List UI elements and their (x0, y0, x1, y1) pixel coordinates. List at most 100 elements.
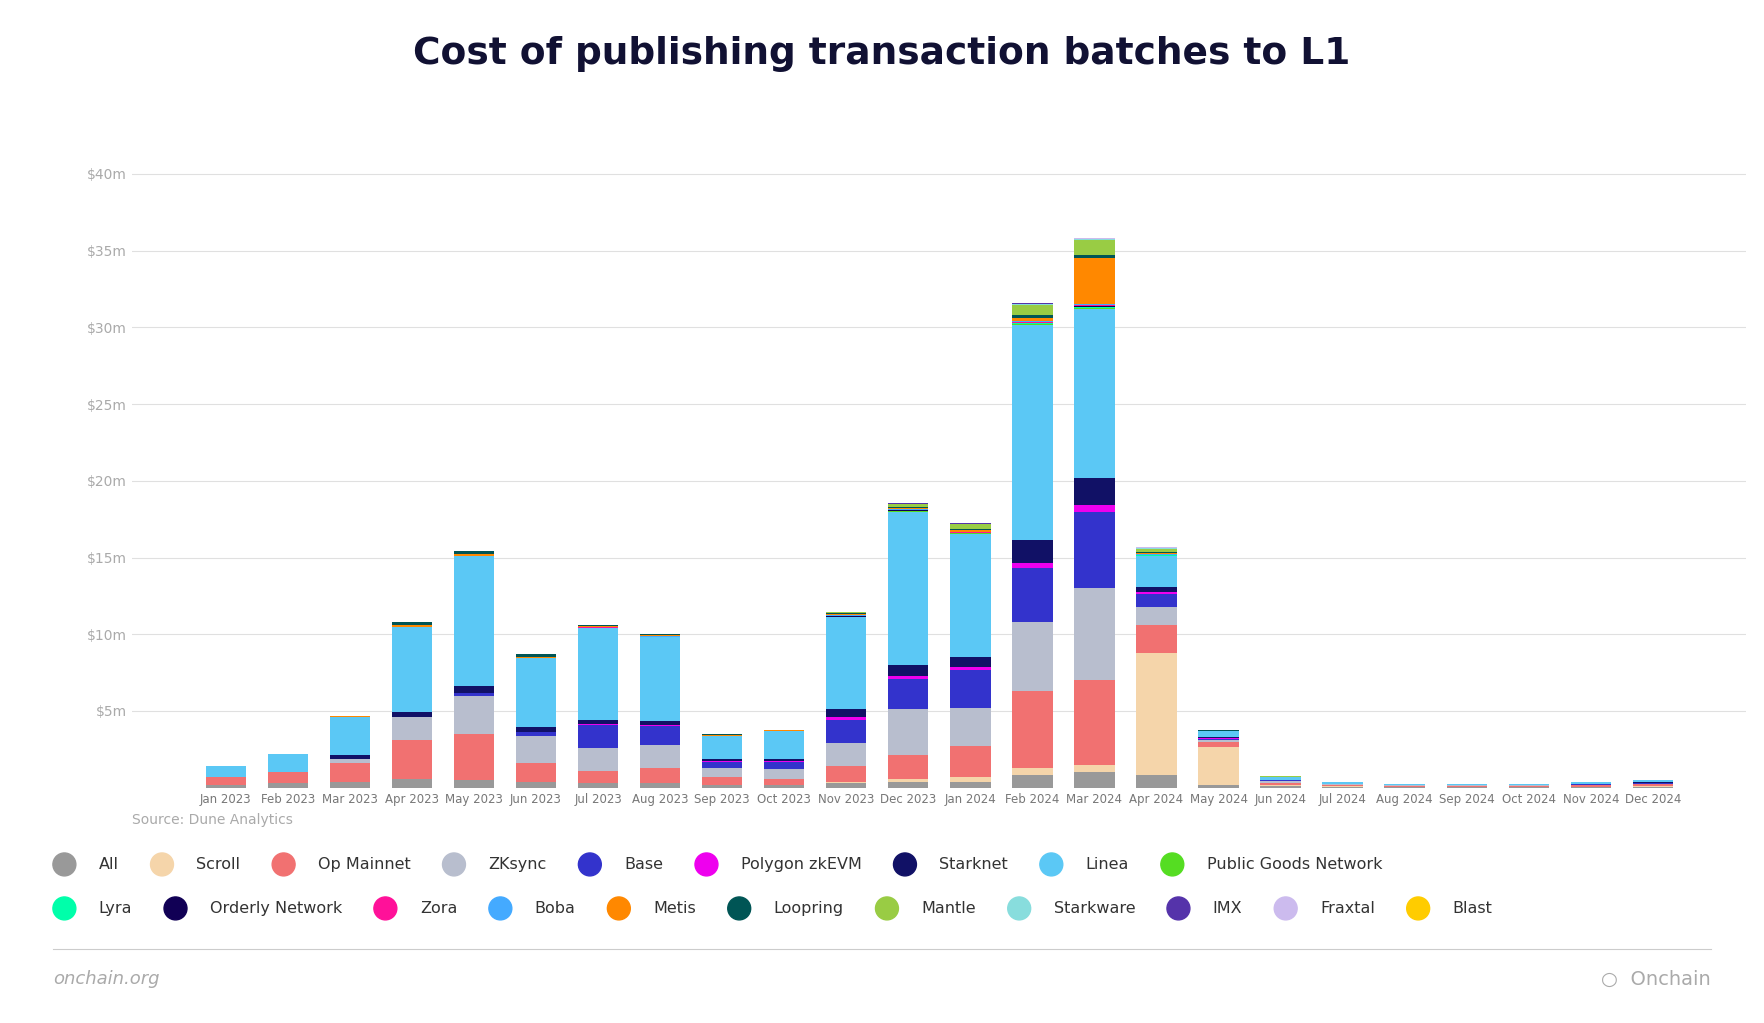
Text: Linea: Linea (1085, 857, 1129, 872)
Bar (1013, 563, 1053, 569)
Bar (392, 712, 432, 717)
Bar (206, 777, 245, 785)
Bar (579, 628, 617, 720)
Bar (579, 724, 617, 748)
Bar (640, 745, 681, 767)
Bar (392, 627, 432, 712)
Bar (1570, 783, 1611, 784)
Bar (1074, 680, 1115, 765)
Bar (951, 777, 991, 782)
Bar (826, 613, 866, 614)
Text: Zora: Zora (420, 901, 457, 916)
Bar (1198, 739, 1238, 741)
Bar (764, 761, 804, 769)
Bar (206, 785, 245, 788)
Bar (1013, 325, 1053, 540)
Bar (453, 557, 494, 686)
Bar (951, 534, 991, 657)
Bar (1261, 785, 1300, 787)
Bar (1136, 594, 1177, 607)
Bar (453, 780, 494, 788)
Bar (1633, 780, 1672, 783)
Text: onchain.org: onchain.org (53, 970, 159, 988)
Bar (579, 784, 617, 788)
Bar (268, 784, 309, 788)
Bar (702, 736, 743, 759)
Bar (1074, 772, 1115, 788)
Bar (1136, 587, 1177, 592)
Bar (330, 716, 370, 717)
Bar (826, 720, 866, 743)
Bar (826, 743, 866, 766)
Bar (887, 665, 928, 675)
Bar (579, 748, 617, 771)
Bar (1261, 783, 1300, 785)
Bar (330, 755, 370, 758)
Bar (640, 767, 681, 784)
Bar (1198, 786, 1238, 788)
Text: ○  Onchain: ○ Onchain (1602, 970, 1711, 989)
Bar (826, 617, 866, 710)
Bar (764, 731, 804, 759)
Bar (515, 782, 556, 788)
Bar (1013, 318, 1053, 321)
Bar (951, 782, 991, 788)
Bar (1261, 776, 1300, 780)
Bar (1013, 692, 1053, 767)
Bar (951, 747, 991, 777)
Bar (453, 696, 494, 735)
Bar (1136, 775, 1177, 788)
Bar (1074, 308, 1115, 309)
Text: Starknet: Starknet (940, 857, 1007, 872)
Bar (1074, 259, 1115, 305)
Bar (887, 710, 928, 755)
Bar (1508, 784, 1549, 785)
Bar (1633, 785, 1672, 786)
Bar (951, 657, 991, 667)
Bar (951, 524, 991, 529)
Bar (1013, 540, 1053, 563)
Bar (826, 710, 866, 717)
Bar (515, 732, 556, 736)
Bar (1074, 478, 1115, 505)
Bar (579, 771, 617, 784)
Bar (330, 763, 370, 782)
Bar (1013, 324, 1053, 325)
Bar (453, 733, 494, 780)
Text: Lyra: Lyra (99, 901, 132, 916)
Bar (702, 761, 743, 767)
Bar (1013, 767, 1053, 775)
Bar (330, 782, 370, 788)
Text: Public Goods Network: Public Goods Network (1207, 857, 1383, 872)
Bar (392, 625, 432, 627)
Bar (579, 625, 617, 626)
Bar (702, 767, 743, 777)
Bar (764, 769, 804, 779)
Bar (887, 755, 928, 779)
Bar (887, 675, 928, 679)
Text: Orderly Network: Orderly Network (210, 901, 342, 916)
Bar (1136, 551, 1177, 552)
Bar (640, 637, 681, 721)
Bar (1570, 786, 1611, 787)
Bar (1013, 305, 1053, 315)
Bar (1198, 747, 1238, 786)
Bar (702, 777, 743, 785)
Bar (887, 779, 928, 782)
Bar (1198, 741, 1238, 743)
Text: Scroll: Scroll (196, 857, 240, 872)
Text: Loopring: Loopring (774, 901, 843, 916)
Bar (1136, 548, 1177, 551)
Bar (1198, 743, 1238, 747)
Bar (330, 758, 370, 763)
Text: Fraxtal: Fraxtal (1319, 901, 1374, 916)
Bar (1074, 588, 1115, 680)
Bar (392, 779, 432, 788)
Text: Mantle: Mantle (921, 901, 975, 916)
Bar (579, 626, 617, 627)
Bar (1074, 240, 1115, 256)
Bar (330, 717, 370, 755)
Bar (392, 622, 432, 625)
Bar (951, 667, 991, 669)
Bar (392, 741, 432, 779)
